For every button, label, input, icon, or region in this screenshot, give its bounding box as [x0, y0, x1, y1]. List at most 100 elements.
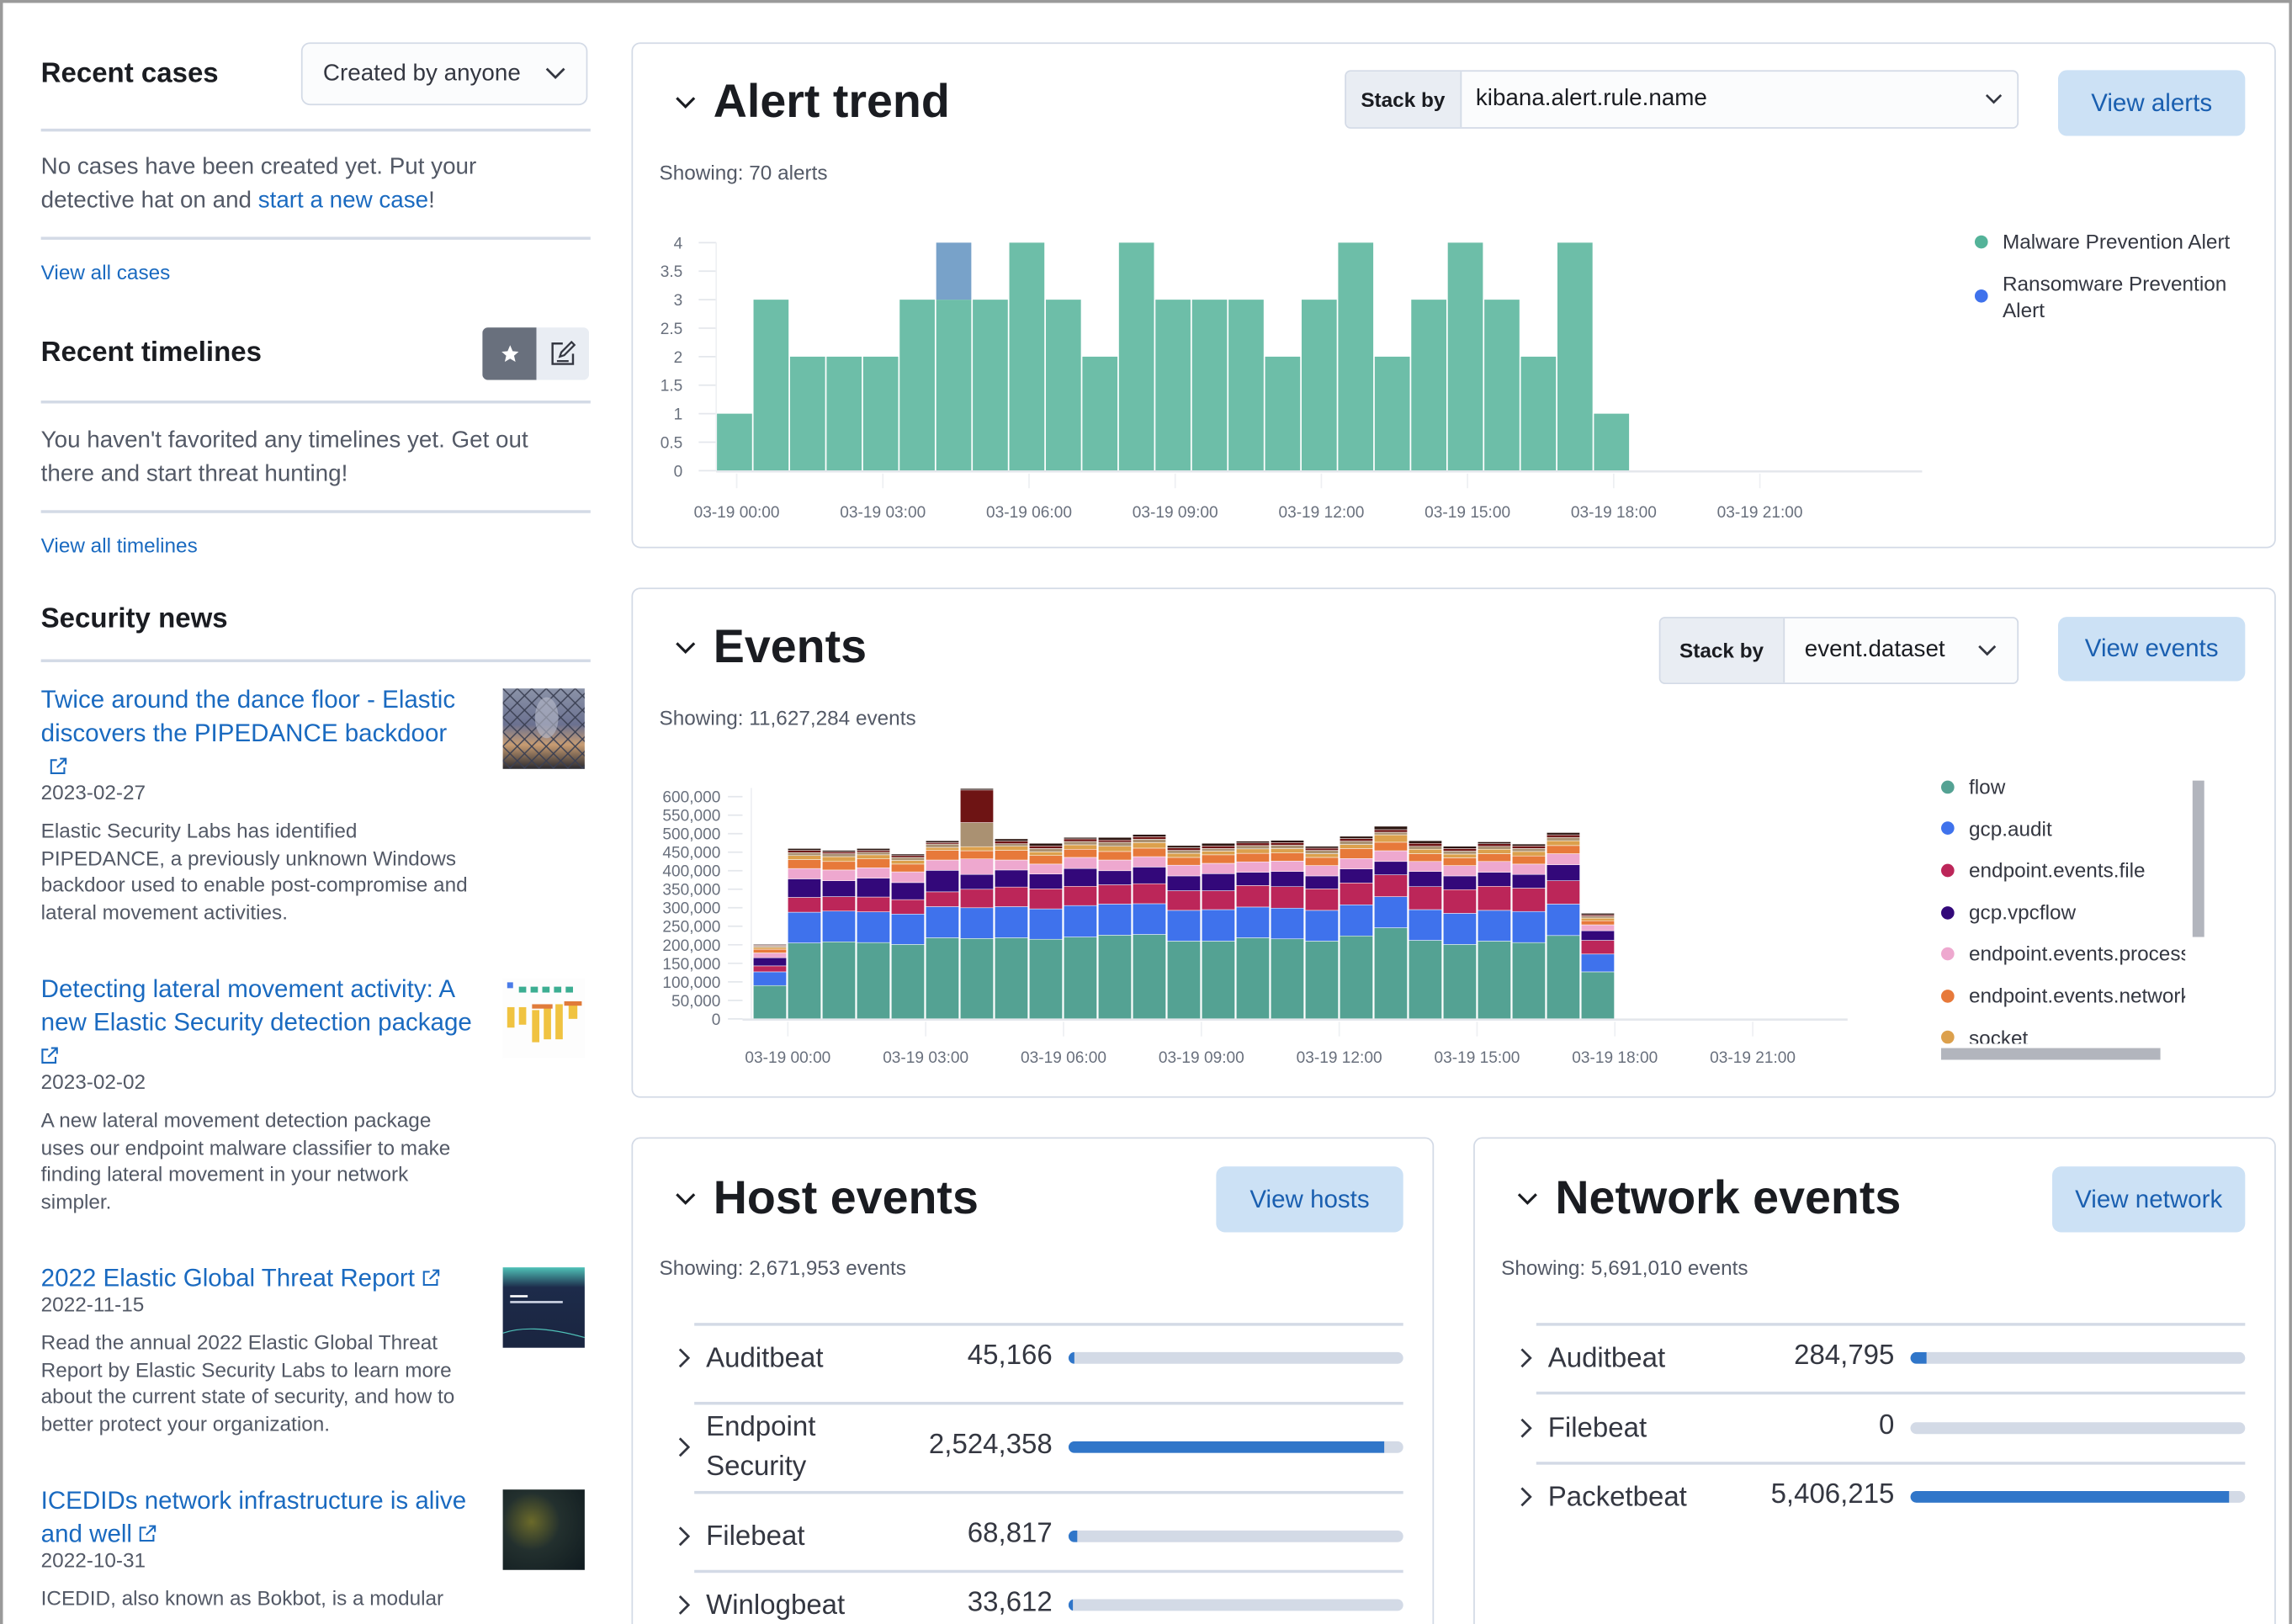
- bar-segment-gcp-vpcflow[interactable]: [1340, 868, 1373, 884]
- bar-segment-gcp-vpcflow[interactable]: [1271, 871, 1304, 887]
- bar-segment-series-8[interactable]: [1271, 842, 1304, 846]
- bar-segment-socket[interactable]: [1167, 852, 1201, 858]
- news-thumbnail-report-cover[interactable]: [502, 1267, 586, 1348]
- bar-segment-gcp-vpcflow[interactable]: [995, 869, 1028, 888]
- bar-segment-series-7[interactable]: [1167, 850, 1201, 854]
- bar-malware[interactable]: [1374, 356, 1410, 471]
- bar-segment-endpoint-events-network[interactable]: [1547, 845, 1580, 854]
- bar-segment-endpoint-events-file[interactable]: [1064, 886, 1097, 906]
- bar-segment-endpoint-events-file[interactable]: [857, 896, 890, 912]
- bar-segment-series-9[interactable]: [1133, 834, 1166, 837]
- bar-segment-series-9[interactable]: [1581, 913, 1615, 915]
- bar-segment-series-8[interactable]: [1098, 840, 1132, 843]
- bar-malware[interactable]: [1520, 356, 1557, 471]
- bar-segment-series-7[interactable]: [1202, 848, 1235, 852]
- bar-malware[interactable]: [717, 413, 752, 471]
- bar-segment-endpoint-events-network[interactable]: [1478, 853, 1511, 862]
- collapse-chevron-icon[interactable]: [676, 97, 696, 110]
- legend-horizontal-scrollbar[interactable]: [1941, 1048, 2161, 1060]
- bar-segment-endpoint-events-process[interactable]: [1133, 856, 1166, 868]
- bar-segment-gcp-audit[interactable]: [1133, 903, 1166, 935]
- bar-segment-series-7[interactable]: [1409, 846, 1442, 850]
- bar-segment-socket[interactable]: [891, 860, 925, 865]
- bar-segment-socket[interactable]: [1236, 848, 1270, 854]
- bar-segment-series-7[interactable]: [926, 843, 959, 848]
- bar-segment-gcp-audit[interactable]: [1581, 953, 1615, 973]
- bar-segment-series-7[interactable]: [753, 945, 787, 948]
- bar-segment-endpoint-events-network[interactable]: [960, 850, 994, 859]
- bar-segment-series-8[interactable]: [1443, 848, 1477, 852]
- bar-segment-gcp-vpcflow[interactable]: [1478, 872, 1511, 887]
- bar-segment-endpoint-events-process[interactable]: [926, 859, 959, 871]
- bar-segment-series-7[interactable]: [857, 852, 890, 856]
- bar-segment-socket[interactable]: [822, 856, 856, 862]
- bar-segment-series-8[interactable]: [1029, 846, 1063, 849]
- bar-segment-socket[interactable]: [1409, 849, 1442, 854]
- bar-segment-endpoint-events-network[interactable]: [1098, 851, 1132, 861]
- bar-segment-endpoint-events-file[interactable]: [1236, 885, 1270, 908]
- favorites-toggle-button[interactable]: [482, 327, 537, 380]
- bar-segment-endpoint-events-process[interactable]: [1305, 865, 1339, 877]
- bar-segment-endpoint-events-file[interactable]: [753, 965, 787, 973]
- bar-segment-series-8[interactable]: [1167, 847, 1201, 851]
- news-item-title-link[interactable]: Detecting lateral movement activity: A n…: [41, 972, 480, 1073]
- bar-segment-flow[interactable]: [1167, 941, 1201, 1020]
- bar-segment-endpoint-events-process[interactable]: [1409, 861, 1442, 872]
- bar-segment-gcp-audit[interactable]: [926, 906, 959, 938]
- bar-segment-series-7[interactable]: [1029, 848, 1063, 852]
- bar-segment-endpoint-events-network[interactable]: [1064, 849, 1097, 858]
- bar-segment-gcp-vpcflow[interactable]: [1029, 873, 1063, 889]
- my-timelines-toggle-button[interactable]: [536, 327, 590, 380]
- bar-segment-socket[interactable]: [1478, 849, 1511, 854]
- bar-segment-series-7[interactable]: [1547, 836, 1580, 841]
- bar-segment-series-7[interactable]: [1374, 831, 1408, 836]
- bar-segment-endpoint-events-network[interactable]: [1271, 852, 1304, 862]
- view-hosts-button[interactable]: View hosts: [1216, 1166, 1403, 1233]
- bar-segment-series-8[interactable]: [1374, 829, 1408, 833]
- bar-segment-endpoint-events-process[interactable]: [822, 869, 856, 881]
- bar-segment-flow[interactable]: [1581, 971, 1615, 1020]
- bar-segment-series-8[interactable]: [788, 850, 821, 853]
- bar-segment-endpoint-events-network[interactable]: [1581, 920, 1615, 926]
- bar-segment-endpoint-events-file[interactable]: [1029, 889, 1063, 910]
- bar-segment-series-9[interactable]: [1236, 841, 1270, 844]
- bar-malware[interactable]: [1411, 300, 1446, 471]
- bar-segment-series-9[interactable]: [1271, 840, 1304, 843]
- bar-segment-gcp-vpcflow[interactable]: [1547, 864, 1580, 881]
- expand-row-chevron-icon[interactable]: [1520, 1418, 1532, 1438]
- bar-segment-socket[interactable]: [1581, 917, 1615, 921]
- bar-segment-gcp-audit[interactable]: [1202, 909, 1235, 942]
- bar-segment-series-7[interactable]: [822, 853, 856, 857]
- bar-segment-gcp-vpcflow[interactable]: [960, 873, 994, 890]
- legend-item[interactable]: flow: [1941, 775, 2005, 799]
- bar-segment-endpoint-events-file[interactable]: [822, 896, 856, 912]
- bar-segment-endpoint-events-network[interactable]: [926, 850, 959, 861]
- bar-malware[interactable]: [753, 300, 789, 471]
- bar-segment-flow[interactable]: [1236, 937, 1270, 1020]
- bar-segment-series-9[interactable]: [1443, 846, 1477, 849]
- bar-malware[interactable]: [862, 356, 899, 471]
- bar-segment-endpoint-events-process[interactable]: [1271, 861, 1304, 872]
- view-network-button[interactable]: View network: [2052, 1166, 2246, 1233]
- bar-segment-endpoint-events-process[interactable]: [960, 858, 994, 875]
- bar-segment-gcp-vpcflow[interactable]: [753, 957, 787, 967]
- bar-segment-endpoint-events-process[interactable]: [1443, 865, 1477, 877]
- bar-segment-socket[interactable]: [788, 855, 821, 860]
- bar-segment-flow[interactable]: [1305, 941, 1339, 1020]
- bar-segment-series-7[interactable]: [1271, 845, 1304, 849]
- bar-segment-endpoint-events-file[interactable]: [1167, 890, 1201, 911]
- bar-segment-endpoint-events-network[interactable]: [995, 850, 1028, 861]
- bar-segment-gcp-audit[interactable]: [1236, 906, 1270, 938]
- bar-segment-endpoint-events-file[interactable]: [1202, 890, 1235, 910]
- bar-segment-endpoint-events-file[interactable]: [960, 889, 994, 909]
- bar-segment-series-7[interactable]: [1443, 851, 1477, 855]
- bar-segment-endpoint-events-process[interactable]: [1098, 859, 1132, 872]
- bar-segment-endpoint-events-process[interactable]: [1478, 861, 1511, 873]
- bar-segment-endpoint-events-file[interactable]: [891, 899, 925, 915]
- bar-segment-series-8[interactable]: [1581, 914, 1615, 917]
- bar-segment-flow[interactable]: [926, 937, 959, 1020]
- bar-segment-series-8[interactable]: [1478, 843, 1511, 847]
- legend-item[interactable]: socket: [1941, 1026, 2028, 1044]
- bar-malware[interactable]: [1338, 242, 1374, 471]
- bar-segment-socket[interactable]: [1340, 844, 1373, 849]
